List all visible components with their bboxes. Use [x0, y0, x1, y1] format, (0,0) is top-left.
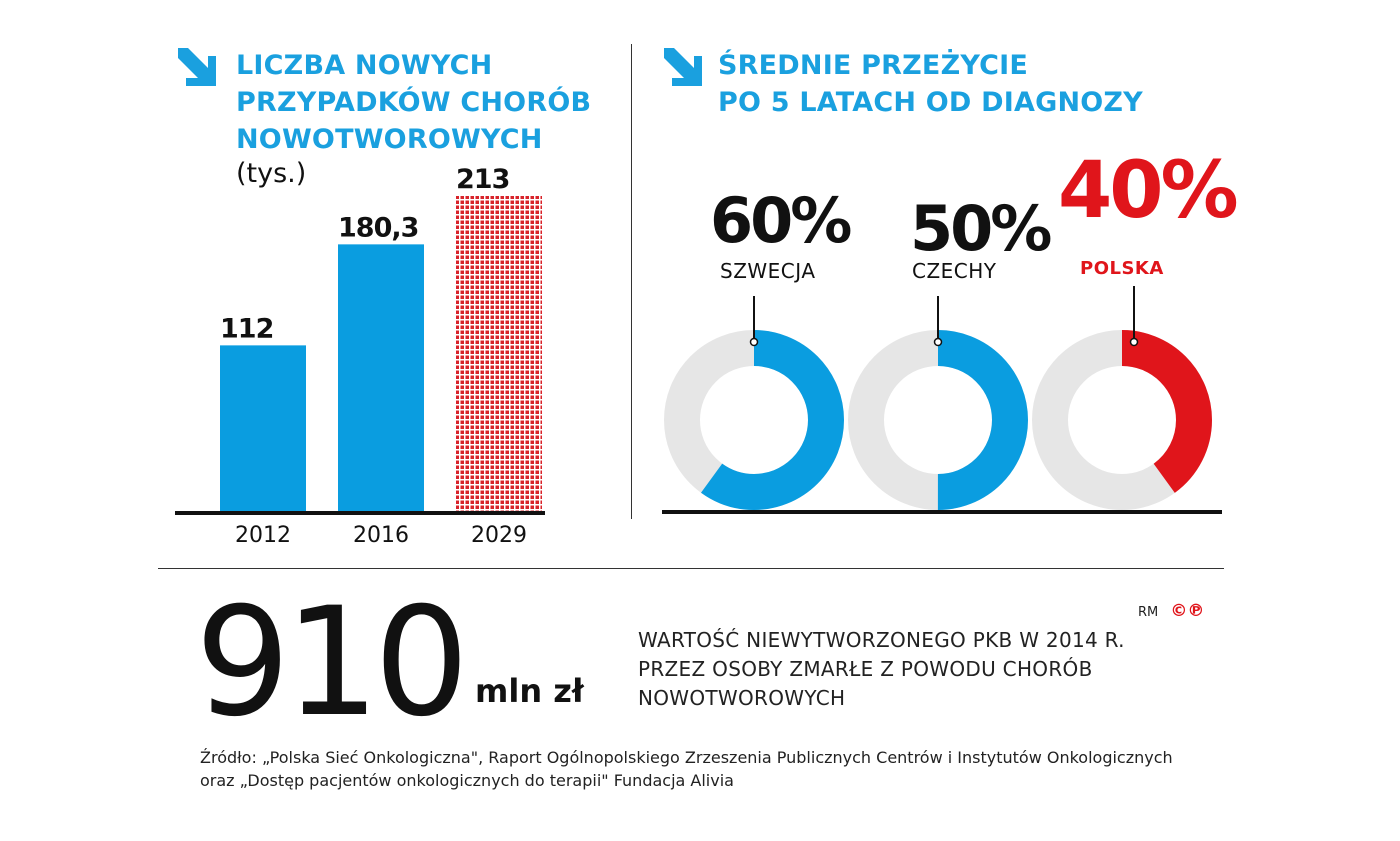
description-line: WARTOŚĆ NIEWYTWORZONEGO PKB W 2014 R. [638, 628, 1125, 652]
donut-leader-dot [1129, 337, 1139, 347]
donut-leader-dot [749, 337, 759, 347]
bar-chart-title: LICZBA NOWYCH PRZYPADKÓW CHORÓB NOWOTWOR… [236, 47, 591, 158]
bar-chart: 112 2012 180,3 2016 213 2029 [175, 164, 545, 548]
credits: RM ©℗ [1138, 601, 1204, 621]
donut-country-label: CZECHY [912, 259, 997, 283]
bar-chart-title-line: NOWOTWOROWYCH [236, 124, 543, 155]
description-line: NOWOTWOROWYCH [638, 686, 846, 710]
unit-label: (tys.) [236, 158, 307, 189]
big-number: 910 [195, 576, 469, 750]
bar-2012 [220, 345, 306, 511]
donut-chart: 60%SZWECJA 50%CZECHY 40% POLSKA [662, 146, 1240, 514]
donut-leader-dot [933, 337, 943, 347]
arrow-down-right-icon [664, 48, 702, 86]
bar-year-label: 2016 [353, 523, 409, 548]
bar-value-label: 112 [220, 313, 273, 344]
bar-year-label: 2012 [235, 523, 291, 548]
donut-chart-baseline [662, 510, 1222, 514]
donut-percent-label: 40% [1058, 146, 1237, 236]
source-line: Źródło: „Polska Sieć Onkologiczna", Rapo… [200, 748, 1173, 767]
donut-chart-title-line: PO 5 LATACH OD DIAGNOZY [718, 87, 1143, 118]
donut-chart-title-line: ŚREDNIE PRZEŻYCIE [718, 50, 1029, 81]
bar-chart-title-line: PRZYPADKÓW CHORÓB [236, 87, 592, 118]
donut-segment-szwecja [664, 330, 844, 510]
donut-percent-label: 50% [910, 192, 1051, 265]
description: WARTOŚĆ NIEWYTWORZONEGO PKB W 2014 R. PR… [638, 626, 1125, 713]
bar-2029 [456, 196, 542, 511]
source-line: oraz „Dostęp pacjentów onkologicznych do… [200, 771, 734, 790]
source-note: Źródło: „Polska Sieć Onkologiczna", Rapo… [200, 746, 1173, 792]
big-number-unit: mln zł [475, 672, 584, 710]
section-divider [631, 44, 632, 519]
arrow-down-right-icon [178, 48, 216, 86]
bottom-divider [158, 568, 1224, 569]
bar-year-label: 2029 [471, 523, 527, 548]
donut-chart-title: ŚREDNIE PRZEŻYCIE PO 5 LATACH OD DIAGNOZ… [718, 47, 1143, 121]
donut-percent-label: 60% [710, 184, 851, 257]
donut-country-label: POLSKA [1080, 258, 1164, 279]
credits-rm: RM [1138, 605, 1159, 620]
donut-segment-polska [1032, 330, 1212, 510]
bar-chart-title-line: LICZBA NOWYCH [236, 50, 493, 81]
bar-value-label: 213 [456, 164, 509, 195]
bar-chart-baseline [175, 511, 545, 515]
donut-segment-czechy [848, 330, 1028, 510]
bar-value-label: 180,3 [338, 212, 418, 243]
copyright-icon: ©℗ [1170, 601, 1205, 621]
description-line: PRZEZ OSOBY ZMARŁE Z POWODU CHORÓB [638, 657, 1093, 681]
bar-2016 [338, 244, 424, 511]
donut-country-label: SZWECJA [720, 259, 816, 283]
